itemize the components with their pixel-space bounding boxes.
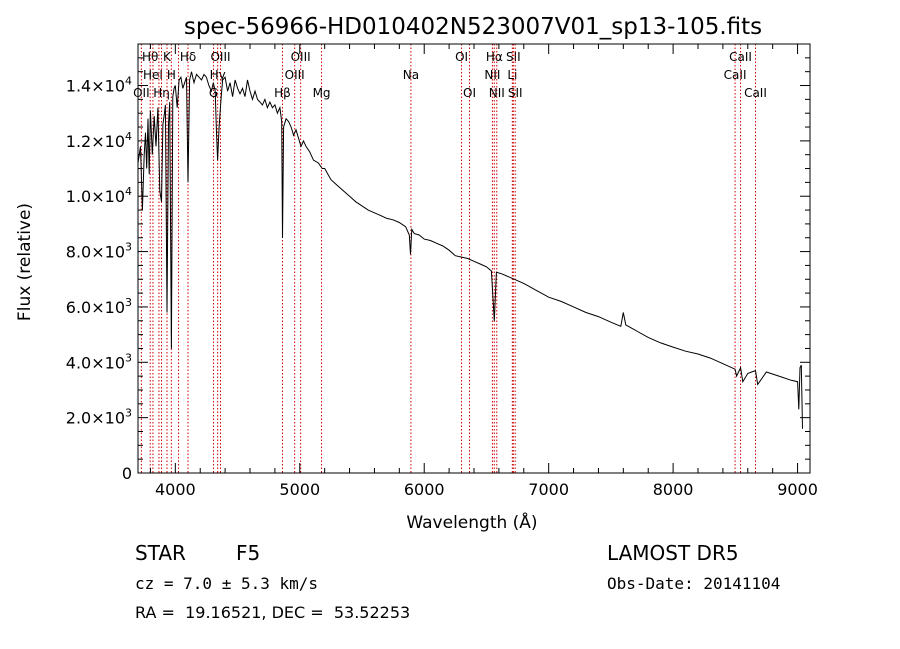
y-axis-label: Flux (relative) [15, 203, 35, 321]
spectral-line-label: CaII [729, 50, 752, 64]
axis-ticks: 4000 5000 6000 7000 8000 9000 0 2.0×103 4.0×103 6… [66, 44, 818, 499]
redshift-velocity: cz = 7.0 ± 5.3 km/s [135, 574, 319, 593]
spectral-line-label: SII [506, 50, 521, 64]
spectral-subclass: F5 [236, 541, 261, 565]
object-class: STAR [135, 541, 186, 565]
y-tick-label: 1.0×104 [66, 185, 132, 206]
spectral-line-label: OIII [210, 50, 230, 64]
spectral-line-label: Hδ [180, 50, 196, 64]
x-tick-label: 7000 [528, 480, 569, 499]
x-tick-label: 9000 [777, 480, 818, 499]
spectral-line-label: Hθ [142, 50, 158, 64]
y-tick-label: 1.2×104 [66, 130, 132, 151]
observation-date: Obs-Date: 20141104 [607, 574, 781, 593]
spectral-line-label: Hγ [210, 68, 226, 82]
spectral-line-label: Mg [313, 86, 331, 100]
y-tick-label: 4.0×103 [66, 351, 132, 372]
coordinates: RA = 19.16521, DEC = 53.52253 [135, 603, 411, 622]
x-axis-label: Wavelength (Å) [406, 511, 537, 533]
spectrum-line [137, 71, 803, 429]
x-tick-label: 8000 [653, 480, 694, 499]
spectral-line-label: NII [489, 86, 505, 100]
spectral-line-label: NII [484, 68, 500, 82]
spectral-line-label: Hβ [274, 86, 291, 100]
y-tick-label: 6.0×103 [66, 296, 132, 317]
spectral-line-markers: OII Hθ HeI Hη KH Hδ G Hγ OIII Hβ OIII OIII Mg Na OI OI N… [133, 44, 767, 473]
x-tick-label: 6000 [404, 480, 445, 499]
x-tick-label: 5000 [279, 480, 320, 499]
spectral-line-label: SII [508, 86, 523, 100]
spectral-line-label: OIII [285, 68, 305, 82]
y-tick-label: 8.0×103 [66, 241, 132, 262]
spectral-line-label: OIII [291, 50, 311, 64]
spectral-line-label: Hα [486, 50, 503, 64]
spectral-line-label: CaII [724, 68, 747, 82]
spectral-line-label: G [209, 86, 218, 100]
spectral-line-label: H [167, 68, 176, 82]
spectral-line-label: OI [455, 50, 468, 64]
plot-frame [137, 43, 811, 474]
spectral-line-label: OII [133, 86, 150, 100]
survey-name: LAMOST DR5 [607, 541, 739, 565]
y-tick-label: 0 [122, 464, 132, 483]
y-tick-label: 2.0×103 [66, 407, 132, 428]
spectral-line-label: HeI [143, 68, 163, 82]
x-tick-label: 4000 [155, 480, 196, 499]
spectral-line-label: OI [463, 86, 476, 100]
spectral-line-label: CaII [744, 86, 767, 100]
spectral-line-label: K [163, 50, 172, 64]
spectral-line-label: Li [507, 68, 517, 82]
y-tick-label: 1.4×104 [66, 75, 132, 96]
chart-title: spec-56966-HD010402N523007V01_sp13-105.f… [184, 14, 762, 40]
spectral-line-label: Hη [153, 86, 170, 100]
spectral-line-label: Na [403, 68, 419, 82]
